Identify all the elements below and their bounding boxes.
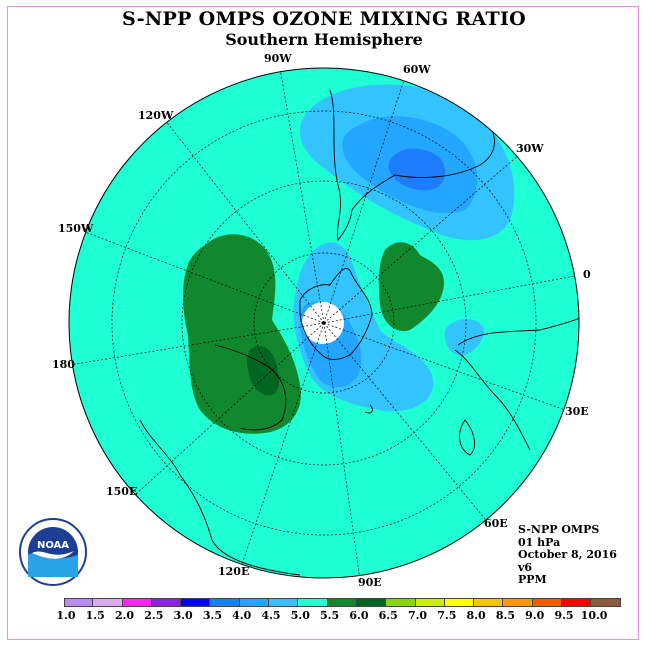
south-pole-marker [321,321,325,325]
map-title: S-NPP OMPS OZONE MIXING RATIO [121,8,527,30]
colorbar-swatch [415,598,445,607]
colorbar-tick-label: 2.5 [144,609,164,622]
colorbar-swatch [181,598,211,607]
label-lon-60e: 60E [484,517,508,530]
noaa-logo: NOAA [18,517,88,587]
colorbar-ticks: 1.0 1.5 2.0 2.5 3.0 3.5 4.0 4.5 5.0 5.5 6.0 6.5 7.0 7… [54,609,614,623]
info-block: S-NPP OMPS 01 hPa October 8, 2016 v6 PPM [518,523,617,587]
label-lon-120e: 120E [218,565,249,578]
colorbar-tick-label: 6.0 [349,609,369,622]
colorbar-tick-label: 9.0 [525,609,545,622]
colorbar-tick-label: 9.5 [554,609,574,622]
colorbar-swatch [386,598,416,607]
colorbar-swatch [269,598,299,607]
label-lon-30e: 30E [565,405,589,418]
info-level: 01 hPa [518,535,561,549]
label-lon-90w: 90W [264,52,292,65]
colorbar-swatch [356,598,387,607]
label-lon-150w: 150W [58,222,94,235]
colorbar-swatch [64,598,94,607]
colorbar-swatch [239,598,270,607]
figure-frame [7,6,639,640]
contour-dark-green-west [246,345,280,396]
colorbar-tick-label: 3.5 [202,609,222,622]
colorbar-swatch [444,598,475,607]
colorbar-tick-label: 7.5 [437,609,457,622]
contour-green-east [378,242,445,332]
colorbar-swatch [93,598,123,607]
colorbar-tick-label: 5.0 [290,609,310,622]
info-units: PPM [518,573,547,586]
map-boundary [68,67,580,579]
colorbar-tick-label: 4.0 [232,609,252,622]
graticule [69,68,579,578]
colorbar-swatch [503,598,533,607]
colorbar-tick-label: 3.0 [173,609,193,622]
svg-text:NOAA: NOAA [37,540,69,551]
colorbar-tick-label: 4.5 [261,609,281,622]
colorbar-swatch [591,598,621,607]
info-version: v6 [518,560,533,574]
colorbar [64,598,621,607]
colorbar-tick-label: 10.0 [580,609,608,622]
colorbar-swatch [151,598,182,607]
colorbar-tick-label: 7.0 [407,609,428,622]
info-date: October 8, 2016 [518,548,617,561]
label-lon-180: 180 [52,358,75,371]
colorbar-tick-label: 8.5 [495,609,515,622]
contour-dark-blue-north [388,148,446,191]
colorbar-tick-label: 2.0 [114,609,135,622]
label-lon-60w: 60W [403,63,431,76]
label-lon-0: 0 [583,268,591,281]
colorbar-swatch [562,598,592,607]
label-lon-90e: 90E [358,576,382,589]
colorbar-swatch [532,598,563,607]
label-lon-150e: 150E [106,485,137,498]
colorbar-tick-label: 6.5 [378,609,398,622]
colorbar-swatch [327,598,357,607]
contour-light-blue-east [444,318,484,356]
colorbar-tick-label: 1.5 [85,609,105,622]
colorbar-swatch [298,598,328,607]
colorbar-swatch [122,598,152,607]
label-lon-30w: 30W [516,142,544,155]
colorbar-tick-label: 8.0 [466,609,486,622]
map-subtitle: Southern Hemisphere [225,30,423,49]
colorbar-swatch [210,598,240,607]
colorbar-tick-label: 1.0 [56,609,76,622]
colorbar-swatch [474,598,504,607]
label-lon-120w: 120W [138,109,174,122]
colorbar-tick-label: 5.5 [320,609,340,622]
info-instrument: S-NPP OMPS [518,523,600,536]
